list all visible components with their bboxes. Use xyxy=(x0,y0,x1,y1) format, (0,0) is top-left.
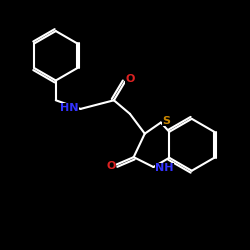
Text: NH: NH xyxy=(155,163,174,173)
Text: S: S xyxy=(162,116,170,126)
Text: O: O xyxy=(125,74,135,84)
Text: O: O xyxy=(107,161,116,171)
Text: HN: HN xyxy=(60,103,78,113)
